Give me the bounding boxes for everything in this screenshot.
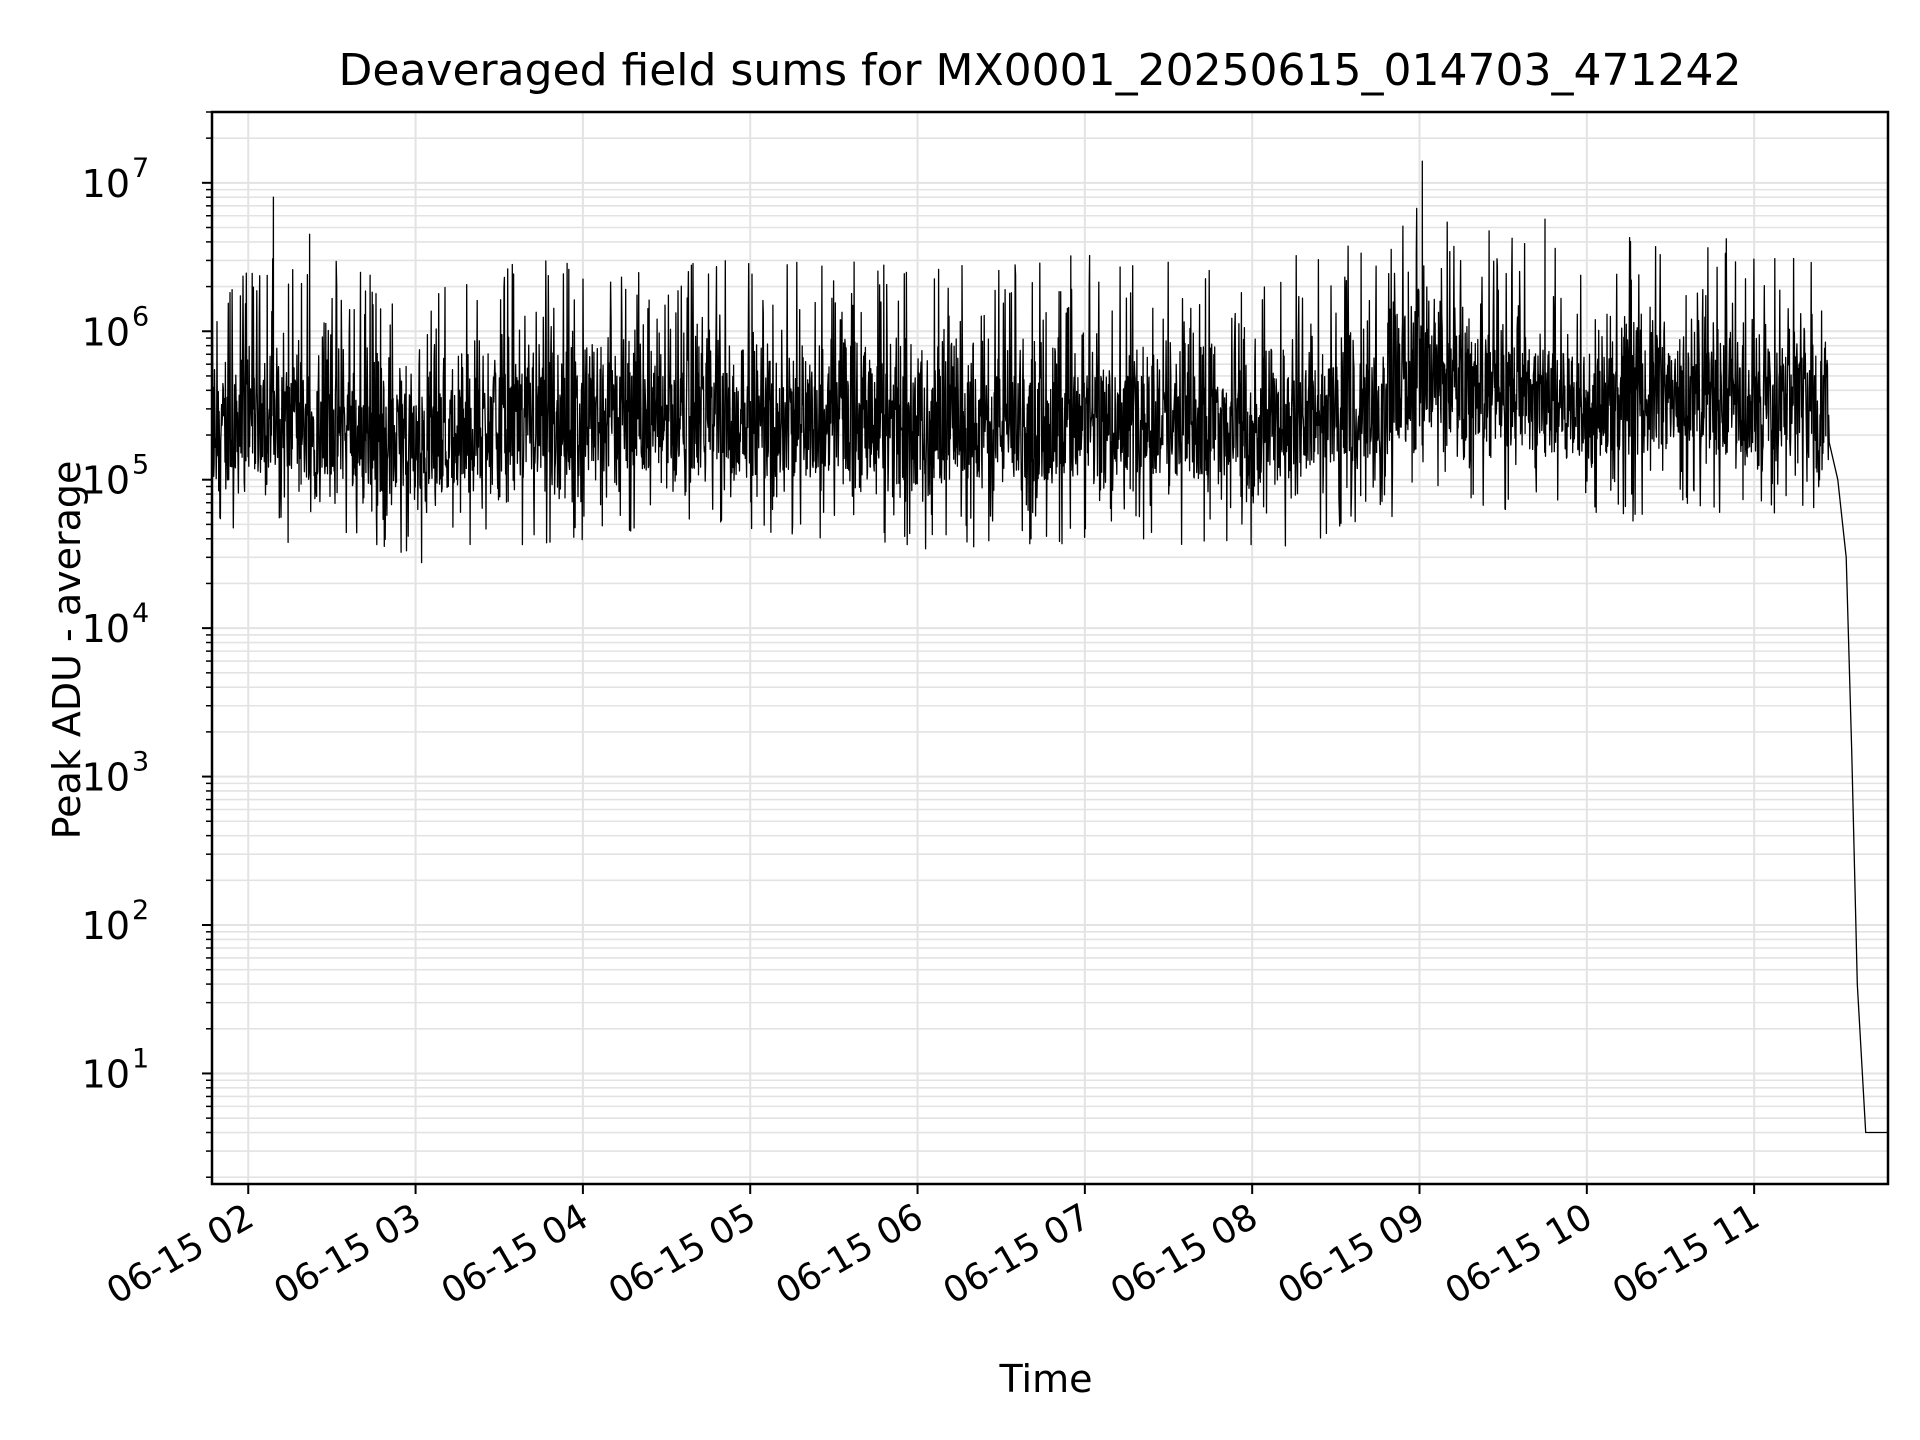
y-tick-label: 10 <box>82 756 130 800</box>
y-tick-label: 10 <box>82 310 130 354</box>
y-tick-label: 10 <box>82 162 130 206</box>
y-tick-label-exponent: 3 <box>132 747 149 778</box>
y-tick-label: 10 <box>82 904 130 948</box>
series-line <box>211 160 1888 1134</box>
plot-area-frame <box>210 110 1890 1186</box>
x-axis-label: Time <box>999 1357 1093 1401</box>
y-tick-label: 10 <box>82 459 130 503</box>
y-tick-label-exponent: 1 <box>132 1043 149 1074</box>
y-tick-label-exponent: 5 <box>132 450 149 481</box>
y-tick-label-exponent: 4 <box>132 598 149 629</box>
data-layer <box>211 160 1888 1134</box>
chart-title: Deaveraged field sums for MX0001_2025061… <box>339 45 1742 96</box>
y-axis-label: Peak ADU - average <box>45 461 89 840</box>
y-tick-label-exponent: 7 <box>132 153 149 184</box>
y-tick-label-exponent: 6 <box>132 301 149 332</box>
y-tick-label: 10 <box>82 1052 130 1096</box>
y-tick-label: 10 <box>82 607 130 651</box>
y-tick-label-exponent: 2 <box>132 895 149 926</box>
grid <box>212 111 1888 1184</box>
